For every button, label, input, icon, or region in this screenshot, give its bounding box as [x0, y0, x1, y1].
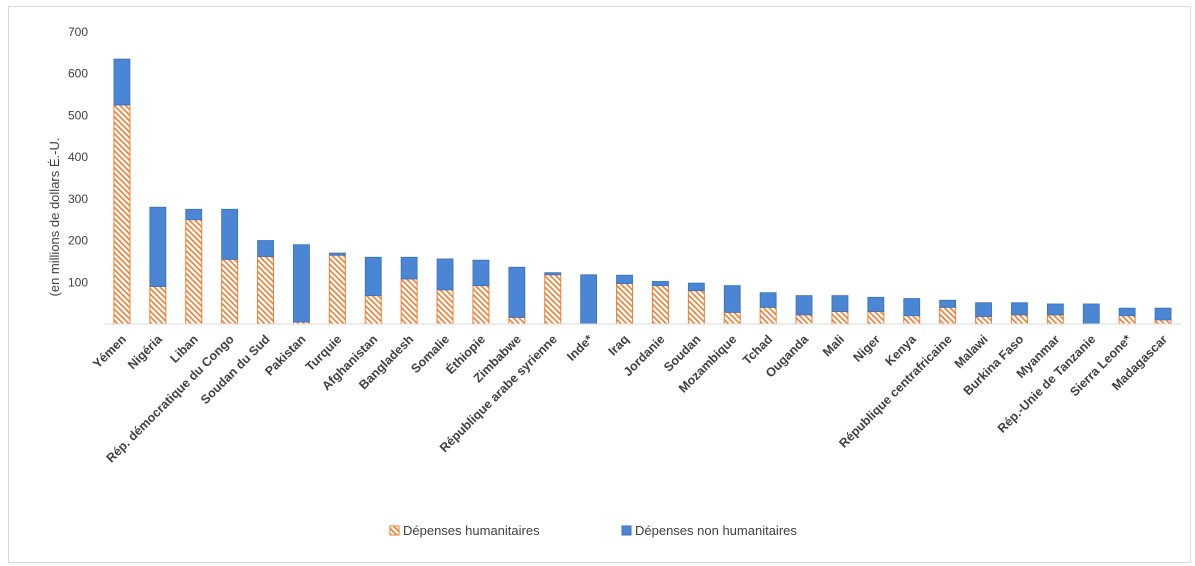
- bar-non-humanitaire: [831, 295, 849, 312]
- chart: (en millions de dollars É.-U. 100 200 300 4…: [47, 25, 1181, 538]
- bar-humanitaire: [939, 306, 957, 325]
- bar-non-humanitaire: [1082, 303, 1100, 325]
- bar-non-humanitaire: [1118, 307, 1136, 317]
- bar-humanitaire: [436, 289, 454, 325]
- bar-humanitaire: [113, 104, 131, 325]
- y-axis-title: (en millions de dollars É.-U.: [47, 138, 62, 297]
- bar-non-humanitaire: [436, 258, 454, 291]
- bar-non-humanitaire: [580, 274, 598, 325]
- y-tick-label: 400: [68, 150, 88, 164]
- bar-non-humanitaire: [867, 296, 885, 312]
- bar-non-humanitaire: [975, 302, 992, 317]
- legend-label: Dépenses humanitaires: [403, 523, 540, 538]
- bar-non-humanitaire: [508, 266, 526, 318]
- bar-non-humanitaire: [759, 292, 777, 308]
- bar-non-humanitaire: [113, 58, 131, 106]
- bar-non-humanitaire: [472, 259, 490, 287]
- bar-humanitaire: [257, 255, 275, 325]
- bar-non-humanitaire: [1154, 307, 1172, 321]
- bar-humanitaire: [400, 278, 418, 325]
- bar-humanitaire: [795, 314, 813, 325]
- bar-non-humanitaire: [149, 206, 167, 287]
- x-tick-label: Nigéria: [125, 331, 166, 372]
- bar-humanitaire: [831, 310, 849, 325]
- legend-label: Dépenses non humanitaires: [635, 523, 797, 538]
- bar-non-humanitaire: [185, 208, 203, 221]
- x-tick-label: Mali: [820, 332, 847, 359]
- bar-humanitaire: [759, 306, 777, 325]
- bar-non-humanitaire: [1011, 302, 1028, 316]
- y-tick-label: 300: [68, 192, 88, 206]
- bar-humanitaire: [1046, 314, 1064, 325]
- bar-non-humanitaire: [328, 252, 346, 256]
- bar-humanitaire: [221, 258, 239, 325]
- bar-humanitaire: [867, 310, 885, 325]
- bar-non-humanitaire: [616, 274, 633, 284]
- bar-humanitaire: [149, 285, 167, 325]
- y-tick-label: 500: [68, 108, 88, 122]
- chart-frame: (en millions de dollars É.-U. 100 200 300 4…: [8, 6, 1191, 563]
- bar-non-humanitaire: [1046, 303, 1064, 316]
- x-tick-label: Yémen: [90, 332, 129, 371]
- bar-non-humanitaire: [257, 240, 274, 257]
- bar-humanitaire: [903, 315, 921, 325]
- bar-humanitaire: [1118, 315, 1136, 325]
- legend-swatch: [389, 525, 400, 536]
- x-tick-label: Iraq: [606, 332, 632, 358]
- bar-humanitaire: [616, 283, 634, 325]
- y-tick-label: 600: [68, 67, 88, 81]
- y-axis-ticks: 100 200 300 400 500 600 700: [68, 25, 88, 289]
- y-tick-label: 200: [68, 234, 88, 248]
- bar-non-humanitaire: [364, 256, 382, 297]
- bar-non-humanitaire: [939, 299, 957, 308]
- x-tick-label: Liban: [167, 332, 200, 365]
- x-tick-label: Niger: [850, 332, 883, 365]
- bar-non-humanitaire: [544, 272, 562, 276]
- bar-humanitaire: [544, 274, 562, 325]
- bar-humanitaire: [472, 285, 490, 325]
- y-tick-label: 700: [68, 25, 88, 39]
- bar-non-humanitaire: [795, 295, 813, 316]
- bar-non-humanitaire: [903, 298, 921, 317]
- bar-humanitaire: [508, 316, 526, 325]
- bar-non-humanitaire: [293, 244, 310, 323]
- bar-humanitaire: [723, 311, 741, 325]
- x-tick-label: Inde*: [564, 332, 596, 364]
- bar-humanitaire: [185, 219, 203, 325]
- bars: [113, 58, 1172, 325]
- bar-non-humanitaire: [687, 282, 705, 292]
- bar-humanitaire: [328, 254, 346, 325]
- bar-non-humanitaire: [221, 208, 239, 260]
- bar-non-humanitaire: [652, 281, 669, 287]
- legend: Dépenses humanitaires Dépenses non humani…: [389, 523, 797, 538]
- bar-humanitaire: [651, 285, 669, 325]
- legend-swatch: [621, 525, 632, 536]
- bar-humanitaire: [1154, 319, 1172, 325]
- bar-humanitaire: [975, 315, 993, 325]
- bar-non-humanitaire: [723, 285, 741, 313]
- y-tick-label: 100: [68, 275, 88, 289]
- bar-humanitaire: [1010, 314, 1028, 325]
- bar-humanitaire: [364, 295, 382, 325]
- bar-humanitaire: [687, 290, 705, 325]
- bar-non-humanitaire: [400, 256, 418, 280]
